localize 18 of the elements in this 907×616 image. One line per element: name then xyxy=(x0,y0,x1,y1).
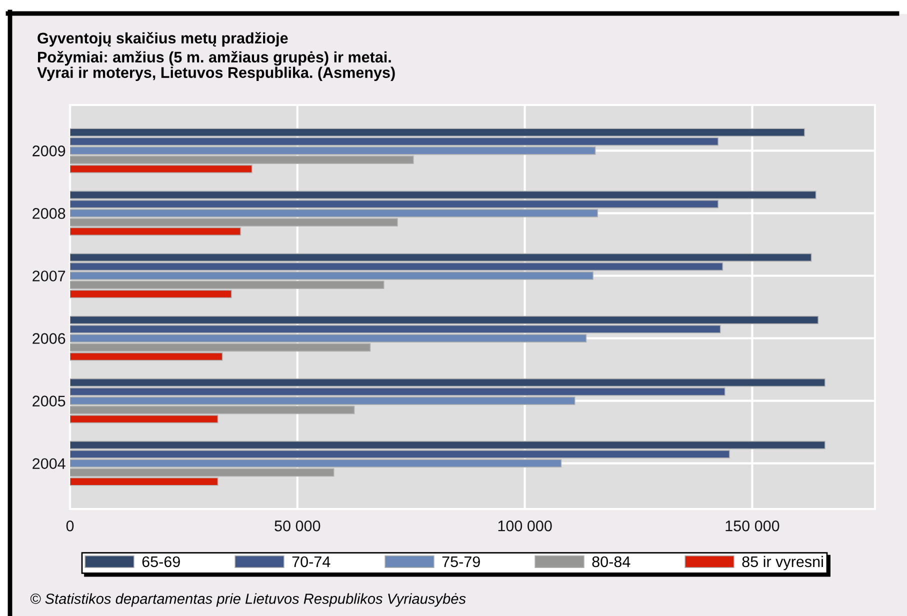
legend-label: 65-69 xyxy=(142,556,180,568)
x-tick-label: 150 000 xyxy=(726,520,780,532)
y-tick-label: 2004 xyxy=(32,458,66,470)
y-tick-label: 2005 xyxy=(32,396,66,406)
x-tick-label: 50 000 xyxy=(274,520,320,532)
text: © Statistikos departamentas prie Lietuvos Respublikos Vyriausybės xyxy=(30,593,466,607)
chart-subtitle: Požymiai: amžius (5 m. amžiaus grupės) ir metai. Vyrai ir moterys, Lietuvos Respublika. (Asmenys) xyxy=(37,51,395,81)
x-tick-label: 100 000 xyxy=(498,520,552,532)
legend-label: 75-79 xyxy=(442,556,480,568)
y-tick-label: 2007 xyxy=(32,270,66,282)
y-tick-label: 2009 xyxy=(32,146,66,156)
y-tick-label: 2006 xyxy=(32,333,66,344)
chart-title: Gyventojų skaičius metų pradžioje xyxy=(38,32,288,47)
legend-label: 80-84 xyxy=(592,556,630,568)
y-tick-label: 2008 xyxy=(32,208,66,219)
legend-label: 70-74 xyxy=(292,556,330,568)
x-tick-label: 0 xyxy=(66,520,74,532)
legend-label: 85 ir vyresni xyxy=(742,556,823,570)
